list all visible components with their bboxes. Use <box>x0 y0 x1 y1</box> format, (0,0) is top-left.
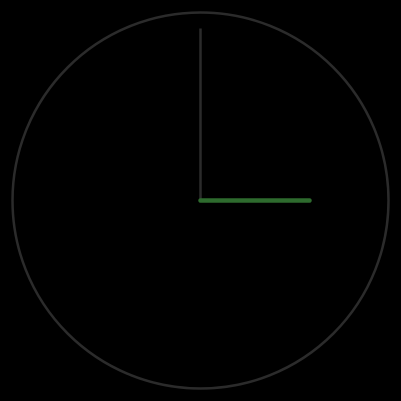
clock-face <box>11 11 390 390</box>
